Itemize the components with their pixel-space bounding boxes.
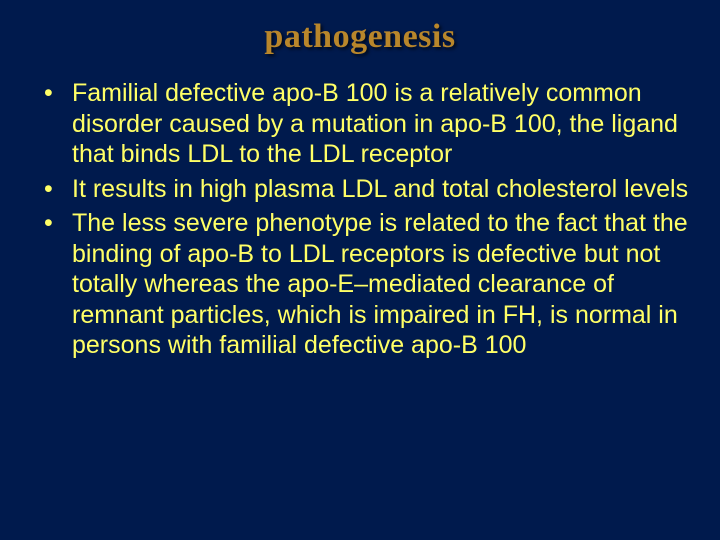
bullet-item: The less severe phenotype is related to … (42, 208, 692, 361)
bullet-item: It results in high plasma LDL and total … (42, 174, 692, 205)
slide-title: pathogenesis (28, 18, 692, 56)
bullet-item: Familial defective apo-B 100 is a relati… (42, 78, 692, 170)
bullet-list: Familial defective apo-B 100 is a relati… (28, 78, 692, 361)
